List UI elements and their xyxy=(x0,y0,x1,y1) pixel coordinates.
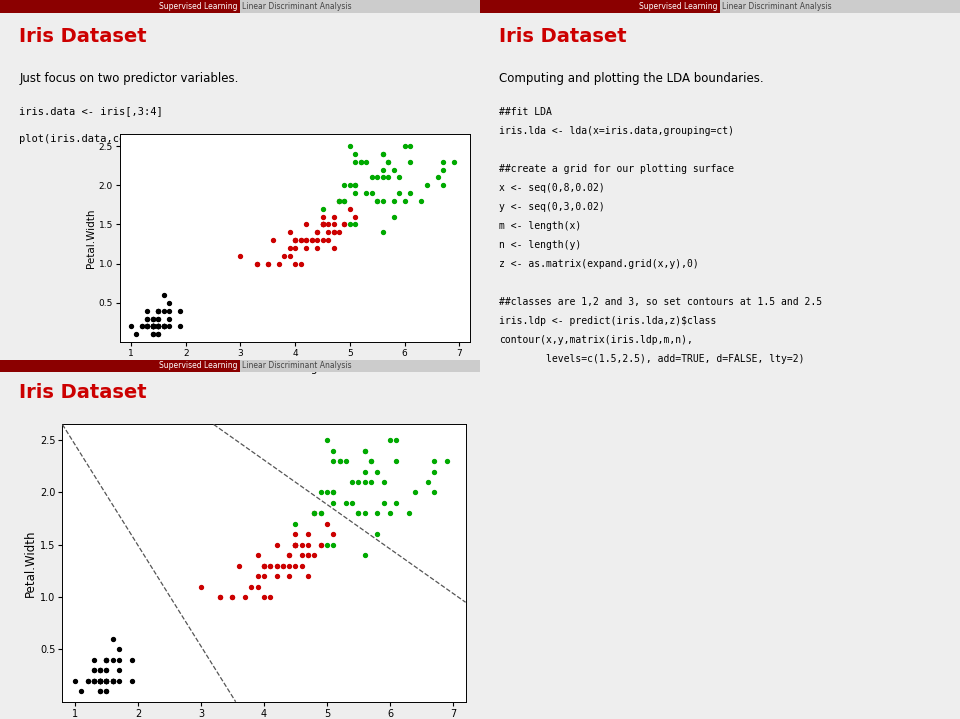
Text: Computing and plotting the LDA boundaries.: Computing and plotting the LDA boundarie… xyxy=(499,72,764,85)
Text: Supervised Learning: Supervised Learning xyxy=(159,362,238,370)
Text: ##fit LDA: ##fit LDA xyxy=(499,106,552,116)
Text: z <- as.matrix(expand.grid(x,y),0): z <- as.matrix(expand.grid(x,y),0) xyxy=(499,259,699,269)
Text: Linear Discriminant Analysis: Linear Discriminant Analysis xyxy=(722,2,832,11)
Text: iris.ldp <- predict(iris.lda,z)$class: iris.ldp <- predict(iris.lda,z)$class xyxy=(499,316,716,326)
Text: Just focus on two predictor variables.: Just focus on two predictor variables. xyxy=(19,72,239,85)
Text: x <- seq(0,8,0.02): x <- seq(0,8,0.02) xyxy=(499,183,605,193)
Text: iris.data <- iris[,3:4]: iris.data <- iris[,3:4] xyxy=(19,106,163,116)
Bar xyxy=(0,360,240,372)
Text: Iris Dataset: Iris Dataset xyxy=(499,27,627,46)
Text: Supervised Learning: Supervised Learning xyxy=(639,2,718,11)
Text: Iris Dataset: Iris Dataset xyxy=(19,27,147,46)
Text: m <- length(x): m <- length(x) xyxy=(499,221,582,231)
Text: Supervised Learning: Supervised Learning xyxy=(159,2,238,11)
Text: y <- seq(0,3,0.02): y <- seq(0,3,0.02) xyxy=(499,202,605,212)
Text: iris.lda <- lda(x=iris.data,grouping=ct): iris.lda <- lda(x=iris.data,grouping=ct) xyxy=(499,126,734,136)
Text: ##create a grid for our plotting surface: ##create a grid for our plotting surface xyxy=(499,164,734,174)
Text: Linear Discriminant Analysis: Linear Discriminant Analysis xyxy=(242,2,352,11)
Text: plot(iris.data,col=ct,pch=20,cex=1.5,cex.lab=1.4): plot(iris.data,col=ct,pch=20,cex=1.5,cex… xyxy=(19,134,325,145)
Text: Iris Dataset: Iris Dataset xyxy=(19,383,147,402)
Text: levels=c(1.5,2.5), add=TRUE, d=FALSE, lty=2): levels=c(1.5,2.5), add=TRUE, d=FALSE, lt… xyxy=(499,354,804,365)
Text: n <- length(y): n <- length(y) xyxy=(499,240,582,250)
Bar xyxy=(0,0,240,13)
Text: Linear Discriminant Analysis: Linear Discriminant Analysis xyxy=(242,362,352,370)
Bar xyxy=(480,0,720,13)
Text: ##classes are 1,2 and 3, so set contours at 1.5 and 2.5: ##classes are 1,2 and 3, so set contours… xyxy=(499,297,823,307)
Text: contour(x,y,matrix(iris.ldp,m,n),: contour(x,y,matrix(iris.ldp,m,n), xyxy=(499,335,693,345)
